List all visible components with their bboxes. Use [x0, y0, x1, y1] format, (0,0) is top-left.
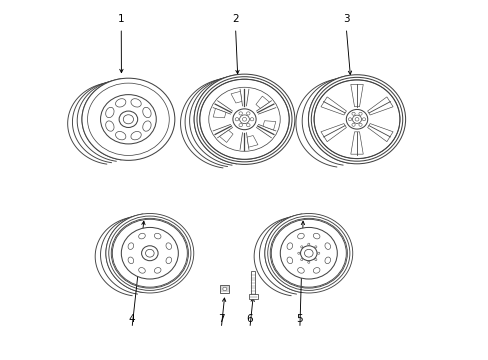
Ellipse shape — [239, 112, 242, 115]
Bar — [220, 285, 229, 293]
Ellipse shape — [142, 246, 158, 261]
Polygon shape — [367, 97, 392, 115]
Ellipse shape — [142, 121, 151, 131]
Ellipse shape — [232, 109, 256, 130]
Ellipse shape — [128, 257, 133, 264]
Circle shape — [300, 246, 302, 248]
Ellipse shape — [131, 131, 141, 140]
Ellipse shape — [235, 118, 238, 121]
Ellipse shape — [106, 213, 193, 293]
Bar — [251, 271, 255, 295]
Ellipse shape — [115, 99, 125, 107]
Ellipse shape — [200, 80, 288, 159]
Text: 6: 6 — [246, 314, 253, 324]
Ellipse shape — [358, 112, 362, 115]
Polygon shape — [350, 84, 363, 107]
Ellipse shape — [105, 121, 114, 131]
Ellipse shape — [300, 246, 316, 261]
Circle shape — [314, 258, 316, 261]
Ellipse shape — [119, 111, 138, 127]
Polygon shape — [320, 97, 346, 115]
Ellipse shape — [264, 213, 352, 293]
Text: 1: 1 — [118, 14, 124, 24]
Ellipse shape — [82, 78, 175, 160]
Ellipse shape — [351, 112, 354, 115]
Circle shape — [307, 243, 309, 245]
Ellipse shape — [304, 249, 312, 257]
Circle shape — [314, 246, 316, 248]
Ellipse shape — [297, 267, 304, 273]
Ellipse shape — [128, 243, 133, 249]
Ellipse shape — [325, 257, 330, 264]
Ellipse shape — [165, 257, 171, 264]
Ellipse shape — [139, 267, 145, 273]
Ellipse shape — [123, 115, 133, 124]
Ellipse shape — [358, 123, 362, 126]
Polygon shape — [367, 123, 392, 142]
Circle shape — [317, 252, 319, 254]
Ellipse shape — [145, 249, 154, 257]
Ellipse shape — [194, 74, 294, 165]
Ellipse shape — [105, 107, 114, 118]
Ellipse shape — [154, 267, 161, 273]
Polygon shape — [230, 91, 242, 103]
Ellipse shape — [351, 123, 354, 126]
Circle shape — [300, 258, 302, 261]
Polygon shape — [246, 136, 258, 147]
Ellipse shape — [250, 118, 253, 121]
Ellipse shape — [313, 233, 319, 239]
Text: 7: 7 — [218, 314, 224, 324]
Ellipse shape — [242, 117, 246, 121]
Polygon shape — [350, 132, 363, 154]
Circle shape — [307, 261, 309, 263]
Ellipse shape — [223, 287, 226, 291]
Ellipse shape — [246, 112, 249, 115]
Text: 4: 4 — [128, 314, 135, 324]
Ellipse shape — [314, 80, 399, 158]
Ellipse shape — [239, 115, 249, 123]
Text: 3: 3 — [342, 14, 349, 24]
Polygon shape — [320, 123, 346, 142]
Ellipse shape — [286, 243, 292, 249]
Ellipse shape — [325, 243, 330, 249]
Ellipse shape — [115, 131, 125, 140]
Ellipse shape — [354, 117, 358, 121]
Polygon shape — [213, 108, 225, 118]
Ellipse shape — [352, 115, 361, 123]
Ellipse shape — [286, 257, 292, 264]
Polygon shape — [255, 96, 269, 108]
Ellipse shape — [131, 99, 141, 107]
Ellipse shape — [101, 95, 156, 144]
Ellipse shape — [297, 233, 304, 239]
Ellipse shape — [154, 233, 161, 239]
Text: 2: 2 — [232, 14, 239, 24]
Ellipse shape — [142, 107, 151, 118]
Ellipse shape — [362, 118, 365, 121]
Ellipse shape — [280, 228, 337, 279]
Polygon shape — [263, 121, 275, 130]
Circle shape — [297, 252, 299, 254]
Ellipse shape — [121, 228, 178, 279]
Ellipse shape — [346, 109, 367, 129]
Polygon shape — [219, 130, 233, 143]
Text: 5: 5 — [296, 314, 303, 324]
Ellipse shape — [246, 123, 249, 127]
Ellipse shape — [239, 123, 242, 127]
Bar — [248, 294, 257, 299]
Ellipse shape — [165, 243, 171, 249]
Ellipse shape — [313, 267, 319, 273]
Ellipse shape — [308, 75, 405, 164]
Ellipse shape — [139, 233, 145, 239]
Ellipse shape — [348, 118, 351, 121]
